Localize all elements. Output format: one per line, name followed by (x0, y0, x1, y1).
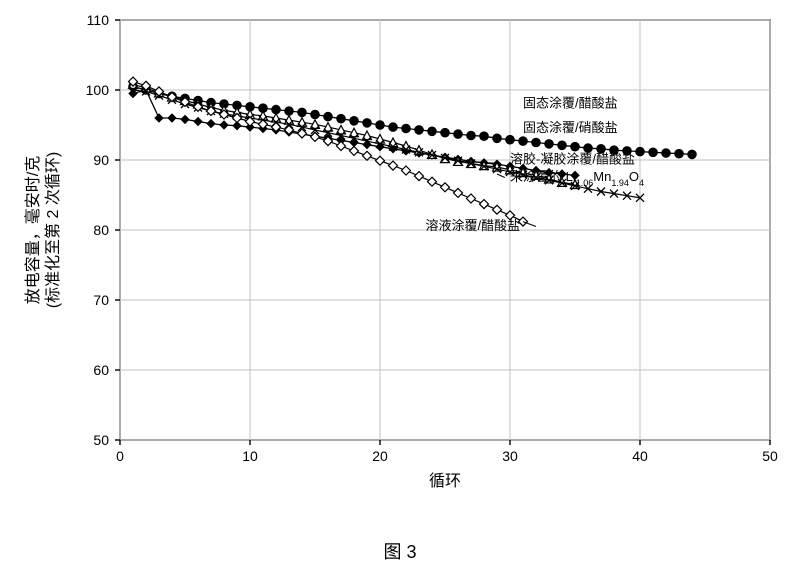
series-label: 固态涂覆/醋酸盐 (523, 96, 618, 111)
y-tick-label: 90 (93, 152, 109, 168)
y-tick-label: 110 (87, 12, 110, 28)
y-tick-label: 70 (93, 292, 109, 308)
x-tick-label: 20 (372, 448, 388, 464)
y-tick-label: 50 (93, 432, 109, 448)
y-tick-label: 60 (93, 362, 109, 378)
x-tick-label: 50 (762, 448, 778, 464)
x-tick-label: 0 (116, 448, 124, 464)
series-label: 溶胶-凝胶涂覆/醋酸盐 (510, 152, 635, 167)
figure-caption: 图 3 (0, 538, 800, 564)
x-axis-label: 循环 (429, 472, 461, 490)
svg-text:放电容量，毫安时/克: 放电容量，毫安时/克 (23, 156, 42, 304)
x-tick-label: 30 (502, 448, 518, 464)
series-label: 固态涂覆/硝酸盐 (523, 120, 618, 135)
series-label: 溶液涂覆/醋酸盐 (426, 218, 521, 233)
x-tick-label: 40 (632, 448, 648, 464)
x-tick-label: 10 (242, 448, 258, 464)
chart: 0 10 20 30 40 50 50 60 70 80 90 100 110 循环 放电容量，毫安时/克(… (0, 0, 800, 500)
y-tick-label: 80 (93, 222, 109, 238)
y-tick-label: 100 (86, 82, 110, 98)
svg-text:(标准化至第 2 次循环): (标准化至第 2 次循环) (44, 152, 62, 308)
figure-container: 0 10 20 30 40 50 50 60 70 80 90 100 110 循环 放电容量，毫安时/克(… (0, 0, 800, 576)
